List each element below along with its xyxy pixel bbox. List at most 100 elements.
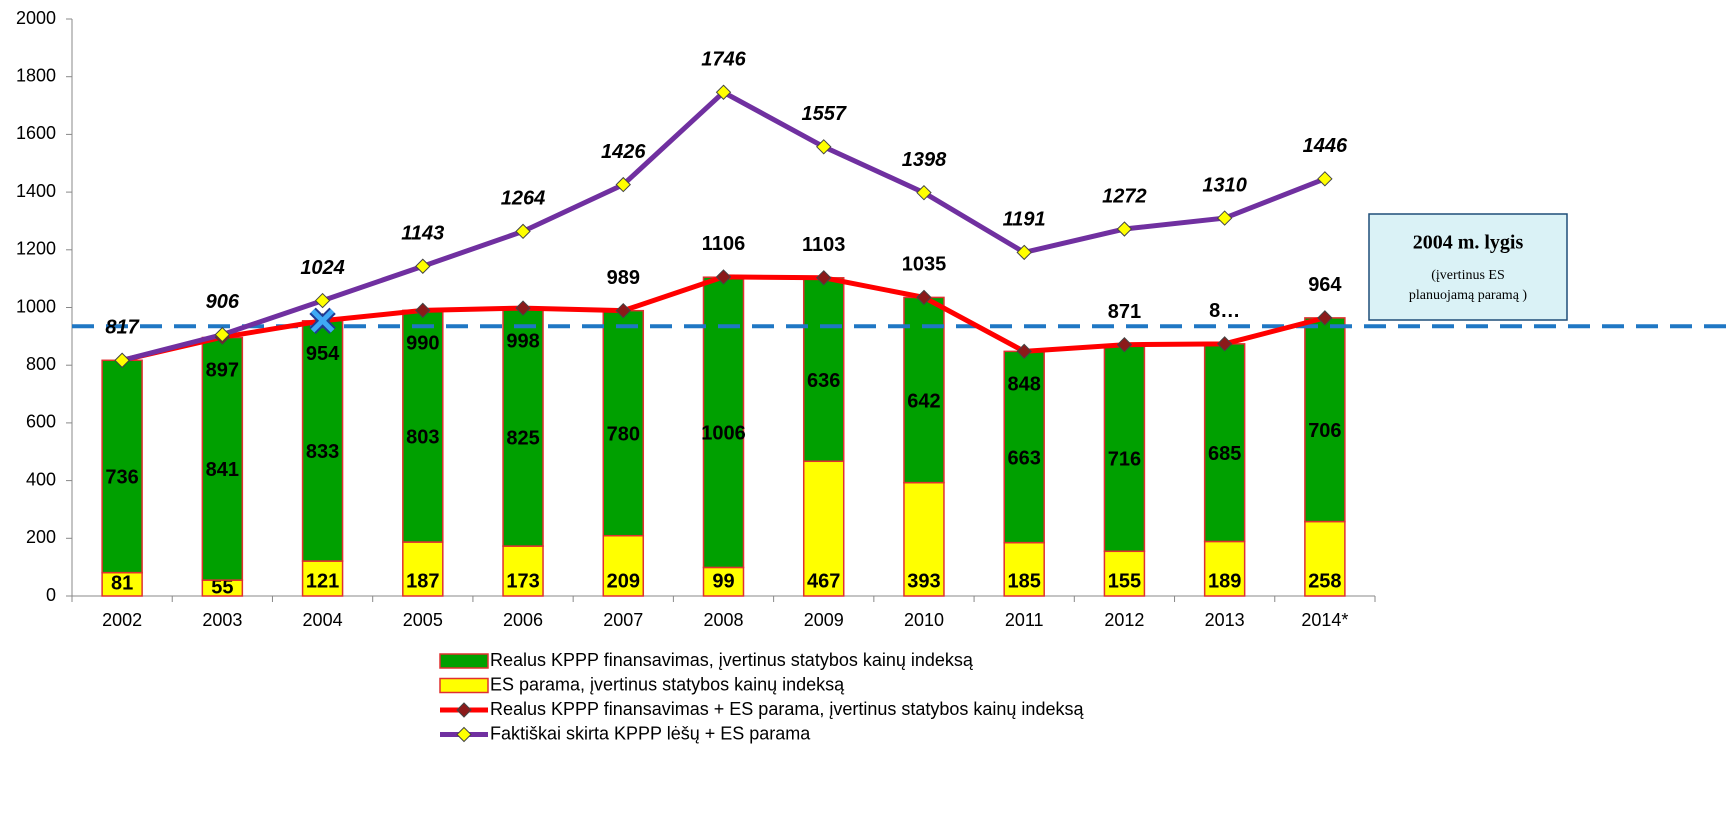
marker [715,84,732,100]
data-label: 185 [1008,570,1041,592]
data-label: 833 [306,441,339,463]
data-label: 1024 [300,257,345,279]
bar [201,336,244,581]
data-label: 1035 [902,254,947,276]
bar [502,545,544,597]
data-label: 825 [506,427,539,449]
data-label: 81 [111,573,133,595]
bar [1304,317,1346,523]
data-label: 848 [1008,374,1041,396]
y-tick-label: 600 [26,412,56,432]
data-label: 716 [1108,448,1141,470]
y-tick-label: 1800 [16,65,56,85]
marker [1116,337,1133,353]
marker [1317,310,1333,326]
x-tick-label: 2005 [403,610,443,630]
data-label: 803 [406,426,439,448]
bar [602,309,645,537]
data-label: 685 [1208,443,1241,465]
data-label: 817 [105,317,139,339]
data-label: 841 [206,459,239,481]
y-tick-label: 1600 [16,123,56,143]
marker [1116,221,1133,237]
bar [1103,343,1146,553]
legend-label: Realus KPPP finansavimas + ES parama, įv… [490,699,1084,719]
data-label: 209 [607,570,640,592]
x-tick-label: 2006 [503,610,543,630]
data-label: 467 [807,570,840,592]
data-label: 663 [1008,447,1041,469]
data-label: 998 [506,330,539,352]
bar [1103,550,1146,597]
marker [1216,336,1233,352]
data-label: 1103 [802,234,845,256]
bar [1203,540,1246,597]
data-label: 780 [607,423,640,445]
data-label: 155 [1108,570,1141,592]
x-tick-label: 2014* [1301,610,1348,630]
marker [515,300,531,316]
marker [1016,343,1032,360]
highlight-marker-inner [310,309,335,333]
bar [502,307,544,547]
bar [903,296,945,484]
bar [402,541,444,597]
x-tick-label: 2009 [804,610,844,630]
x-tick-label: 2012 [1104,610,1144,630]
legend-label: Faktiškai skirta KPPP lėšų + ES parama [490,723,811,743]
data-label: 636 [807,370,840,392]
data-label: 642 [907,390,940,412]
marker [415,258,431,274]
marker [715,269,732,285]
bar [301,560,344,597]
bar [903,481,945,597]
annotation-box [1368,213,1568,321]
data-label: 906 [206,291,240,313]
legend-swatch [439,653,489,669]
data-label: 173 [506,570,539,592]
y-tick-label: 2000 [16,8,56,28]
y-tick-label: 200 [26,527,56,547]
x-tick-label: 2013 [1205,610,1245,630]
data-label: 99 [712,570,734,592]
y-tick-label: 1400 [16,181,56,201]
data-label: 954 [306,343,340,365]
annotation-note: (įvertinus ES planuojamą paramą ) [1409,268,1528,303]
data-label: 1191 [1003,209,1046,231]
bar [1203,343,1246,543]
annotation-title: 2004 m. lygis [1413,232,1524,254]
marker [615,302,631,319]
data-label: 990 [406,333,439,355]
data-label: 1106 [702,233,745,255]
x-tick-label: 2004 [303,610,343,630]
legend-marker [456,702,472,718]
x-tick-label: 2003 [202,610,242,630]
data-label: 1264 [501,188,546,210]
marker [314,292,331,309]
data-label: 989 [607,267,640,289]
data-label: 8… [1209,300,1240,322]
data-label: 187 [406,570,439,592]
marker [1216,210,1233,226]
x-tick-label: 2002 [102,610,142,630]
y-tick-label: 0 [46,585,56,605]
legend-label: Realus KPPP finansavimas, įvertinus stat… [490,650,974,670]
marker [816,270,832,286]
x-tick-label: 2007 [603,610,643,630]
y-tick-label: 800 [26,354,56,374]
marker [1016,244,1032,261]
data-label: 189 [1208,570,1241,592]
data-label: 897 [206,359,239,381]
data-label: 55 [211,576,233,598]
marker [916,289,932,306]
y-tick-label: 1200 [16,239,56,259]
y-tick-label: 1000 [16,296,56,316]
data-label: 706 [1308,420,1341,442]
marker [415,302,431,319]
y-tick-label: 400 [26,469,56,489]
data-label: 1557 [801,103,846,125]
legend-swatch [439,677,489,694]
bar [1003,350,1045,544]
data-label: 1272 [1102,185,1147,207]
data-label: 1446 [1303,135,1348,157]
